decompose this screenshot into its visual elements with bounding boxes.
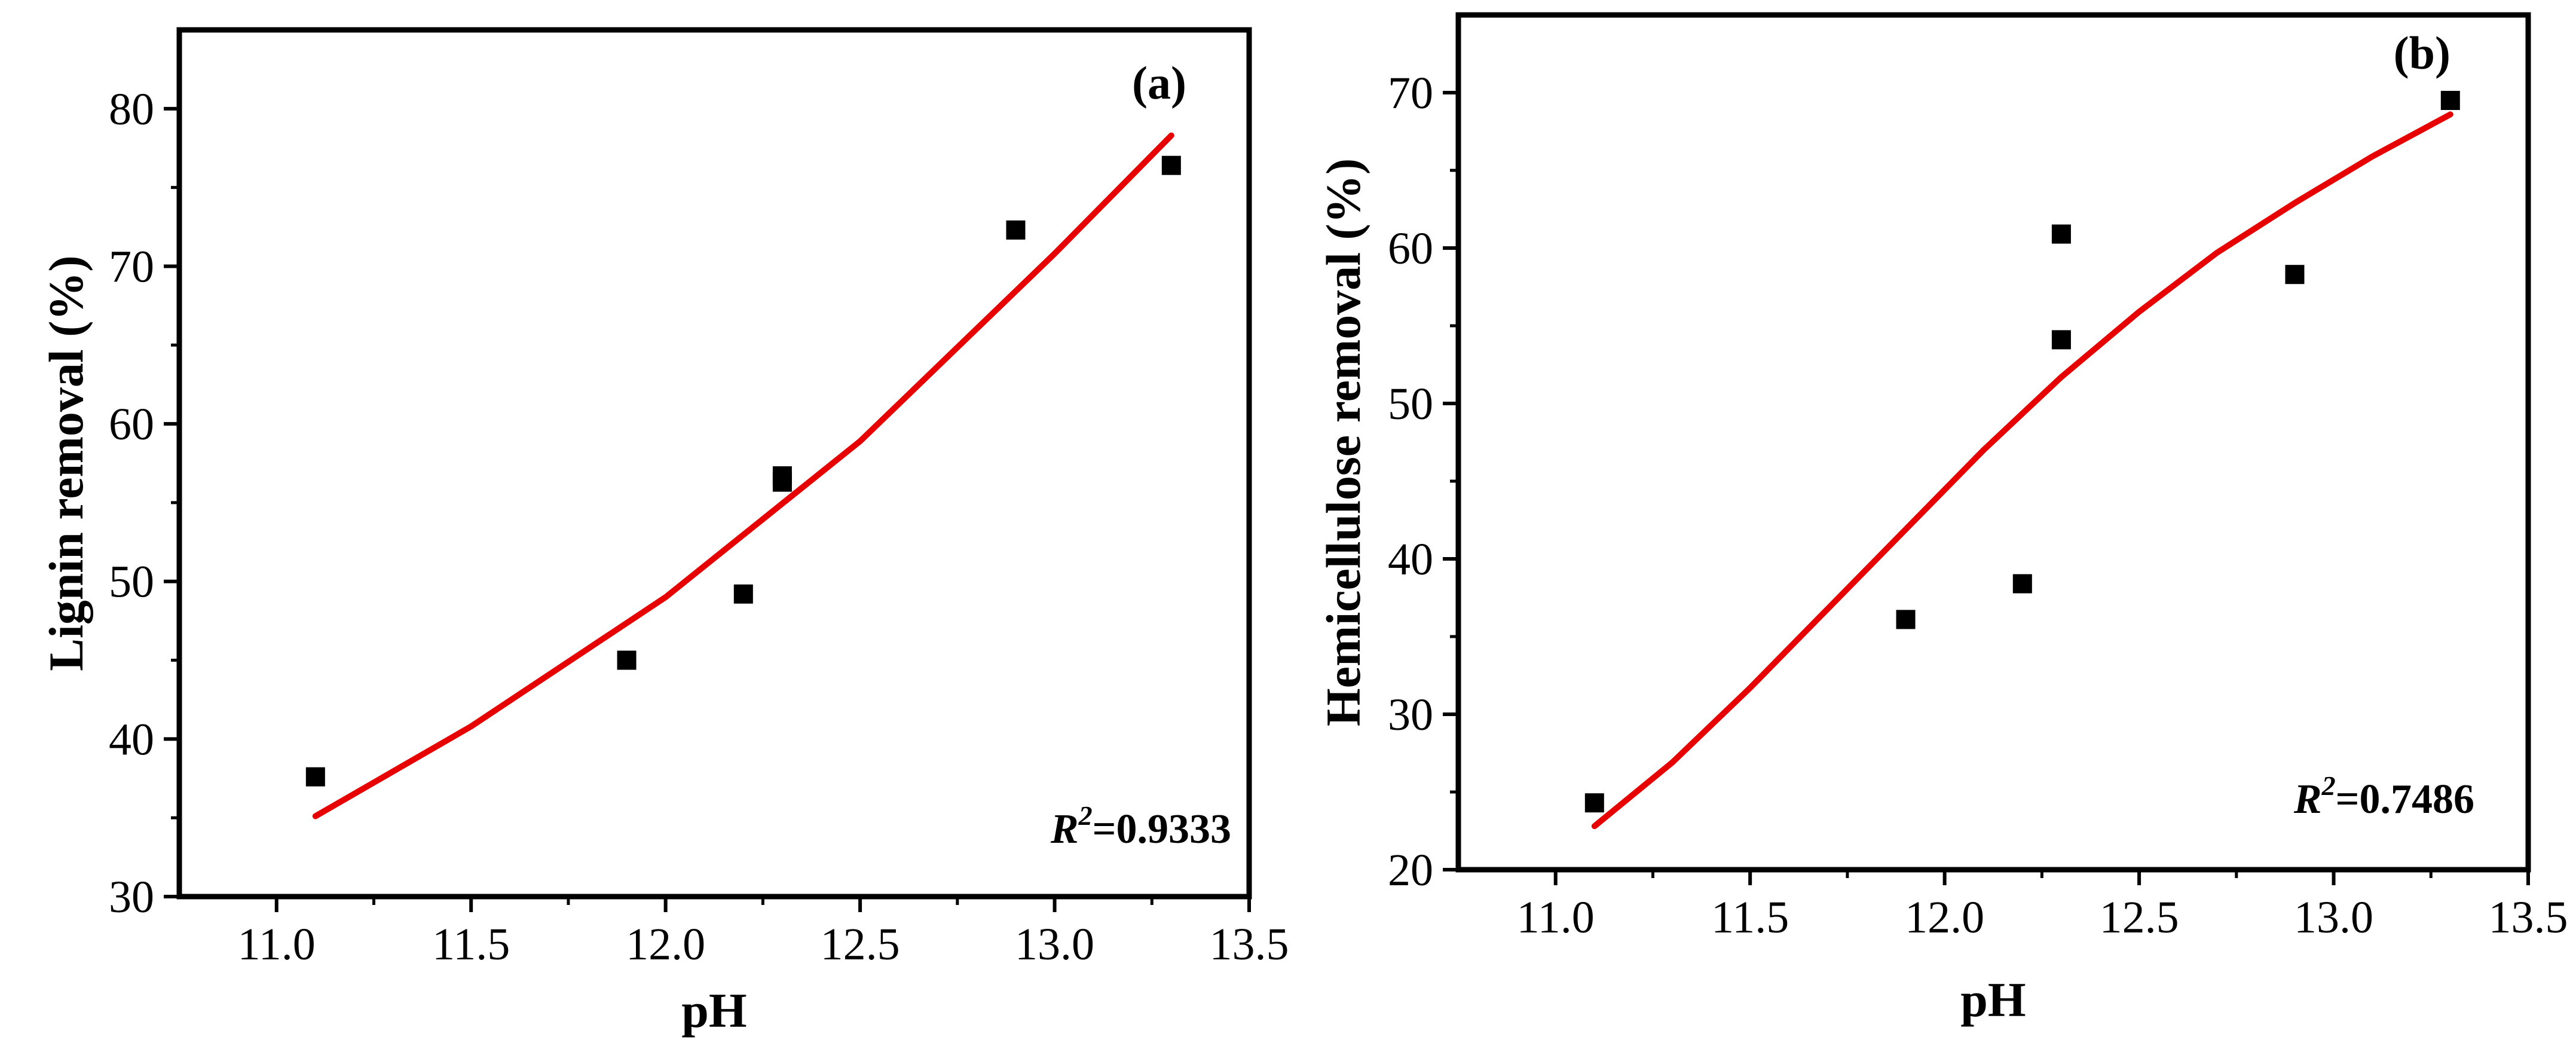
panel-b-data-point bbox=[2285, 265, 2305, 285]
panel-b-data-point bbox=[2051, 224, 2071, 244]
panel-a-y-tick-label: 30 bbox=[109, 872, 154, 922]
panel-a-x-axis-title: pH bbox=[681, 983, 747, 1038]
panel-a-fit-curve bbox=[312, 132, 1174, 819]
panel-a-r2-annotation: R2=0.9333 bbox=[1050, 800, 1231, 852]
panel-a-data-point bbox=[305, 767, 325, 787]
panel-b-fit-curve bbox=[1591, 111, 2453, 830]
panel-b-r2-superscript: 2 bbox=[2321, 770, 2336, 801]
panel-a-y-tick-label: 40 bbox=[109, 714, 154, 764]
panel-b-y-tick-label: 70 bbox=[1388, 68, 1433, 118]
panel-b-y-axis-title: Hemicellulose removal (%) bbox=[1316, 158, 1370, 726]
panel-a-data-point bbox=[733, 584, 753, 604]
panel-a-data-point bbox=[1161, 155, 1181, 175]
panel-a-x-tick-label: 11.0 bbox=[238, 919, 316, 970]
panel-b-r2-symbol: R bbox=[2293, 776, 2322, 822]
panel-a-x-tick-label: 13.0 bbox=[1015, 919, 1094, 970]
panel-b-r2-annotation: R2=0.7486 bbox=[2293, 770, 2474, 822]
panel-a-r2-superscript: 2 bbox=[1078, 800, 1093, 831]
panel-a-x-tick-labels: 11.0 11.5 12.0 12.5 13.0 13.5 bbox=[238, 919, 1289, 970]
panel-b-x-tick-label: 13.0 bbox=[2294, 892, 2373, 943]
panel-b-label: (b) bbox=[2394, 27, 2450, 79]
panel-b-series bbox=[1584, 91, 2460, 830]
panel-b-data-point bbox=[2012, 574, 2032, 594]
panel-a-ticks bbox=[164, 106, 1251, 912]
panel-b-plot-frame bbox=[1455, 12, 2531, 873]
panel-b-data-point bbox=[2051, 330, 2071, 350]
panel-b-x-tick-label: 11.0 bbox=[1517, 892, 1595, 943]
panel-a-r2-value: =0.9333 bbox=[1093, 806, 1231, 852]
panel-a-y-tick-label: 80 bbox=[109, 84, 154, 134]
panel-b-data-point bbox=[1584, 793, 1604, 813]
panel-b-y-tick-label: 30 bbox=[1388, 690, 1433, 740]
panel-b-x-tick-labels: 11.0 11.5 12.0 12.5 13.0 13.5 bbox=[1517, 892, 2568, 943]
panel-a-data-point bbox=[772, 466, 792, 486]
panel-b-ticks bbox=[1443, 91, 2530, 885]
panel-b-x-tick-label: 13.5 bbox=[2489, 892, 2568, 943]
panel-b-x-tick-label: 12.5 bbox=[2100, 892, 2179, 943]
panel-a-y-tick-label: 50 bbox=[109, 557, 154, 607]
panel-a-y-tick-label: 60 bbox=[109, 399, 154, 449]
panel-b-data-point bbox=[1896, 610, 1916, 629]
panel-a-series bbox=[305, 132, 1181, 819]
panel-a-r2-symbol: R bbox=[1050, 806, 1079, 852]
panel-a-data-point bbox=[617, 650, 637, 670]
panel-a-x-tick-label: 12.5 bbox=[821, 919, 900, 970]
panel-b-r2-value: =0.7486 bbox=[2336, 776, 2474, 822]
panel-b-y-tick-label: 40 bbox=[1388, 534, 1433, 585]
panel-a-x-tick-label: 12.0 bbox=[626, 919, 705, 970]
panel-b-x-tick-label: 12.0 bbox=[1905, 892, 1984, 943]
panel-a-label: (a) bbox=[1132, 57, 1186, 109]
panel-a-x-tick-label: 11.5 bbox=[432, 919, 510, 970]
panel-b-y-tick-label: 60 bbox=[1388, 224, 1433, 274]
panel-b-y-tick-label: 20 bbox=[1388, 845, 1433, 895]
panel-a-x-tick-label: 13.5 bbox=[1210, 919, 1289, 970]
panel-b-y-tick-label: 50 bbox=[1388, 379, 1433, 429]
panel-b-x-axis-title: pH bbox=[1960, 972, 2026, 1027]
panel-a: 11.0 11.5 12.0 12.5 13.0 13.5 30 40 50 60 70 80 (a… bbox=[39, 27, 1289, 1038]
panel-a-y-tick-labels: 30 40 50 60 70 80 bbox=[109, 84, 154, 922]
panel-a-plot-frame bbox=[176, 27, 1252, 900]
panel-b-data-point bbox=[2440, 91, 2460, 110]
panel-b-x-tick-label: 11.5 bbox=[1711, 892, 1789, 943]
panel-a-y-tick-label: 70 bbox=[109, 241, 154, 292]
panel-b: 11.0 11.5 12.0 12.5 13.0 13.5 20 30 40 50 60 70 (b… bbox=[1316, 12, 2568, 1027]
panel-a-data-point bbox=[1006, 220, 1026, 240]
panel-b-y-tick-labels: 20 30 40 50 60 70 bbox=[1388, 68, 1433, 895]
panel-a-y-axis-title: Lignin removal (%) bbox=[39, 255, 93, 671]
